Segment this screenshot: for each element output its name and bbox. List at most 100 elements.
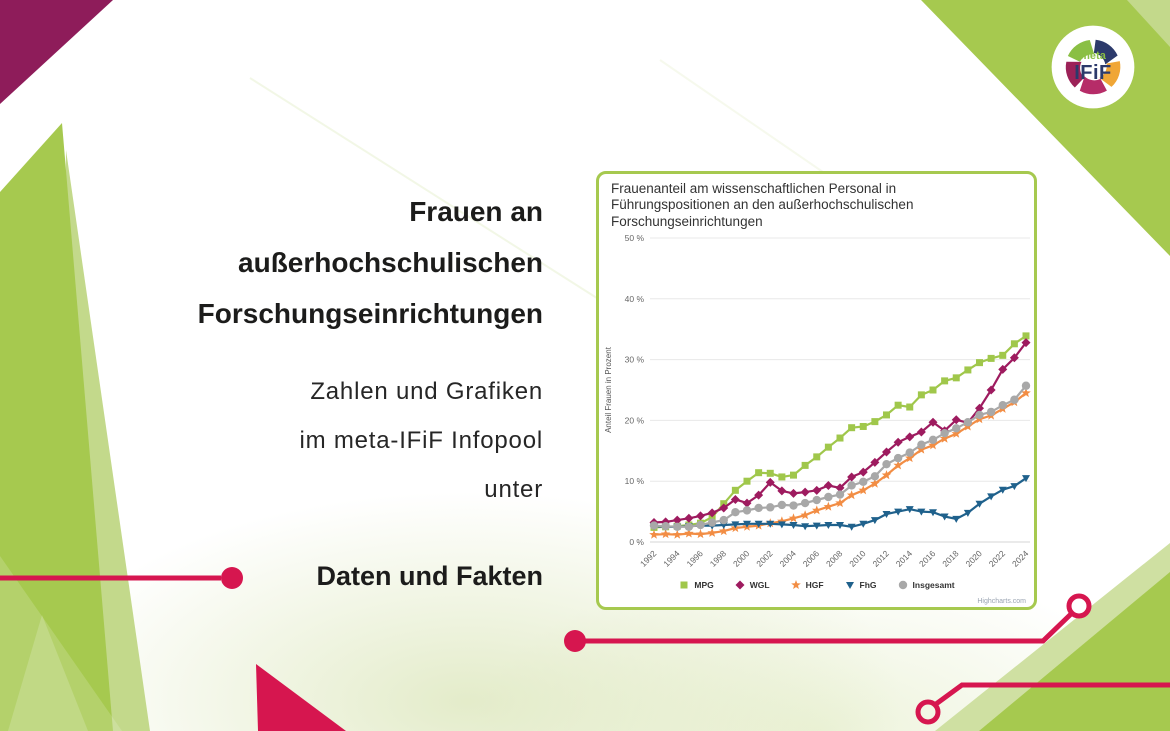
- series-MPG-marker: [976, 359, 983, 367]
- x-axis-tick-label: 1992: [638, 548, 659, 569]
- x-axis-tick-label: 2002: [754, 548, 775, 569]
- series-Insgesamt-marker: [719, 515, 728, 525]
- series-Insgesamt-marker: [800, 498, 810, 508]
- series-FhG-marker: [801, 523, 810, 531]
- series-Insgesamt-marker: [661, 521, 670, 531]
- legend-symbol-diamond-icon: [735, 580, 745, 590]
- logo-petal: [1065, 61, 1085, 88]
- legend-FhG-marker: [845, 582, 854, 589]
- y-axis-tick-label: 50 %: [625, 233, 645, 243]
- chart-title: Frauenanteil am wissenschaftlichen Perso…: [611, 181, 914, 229]
- highcharts-credit[interactable]: Highcharts.com: [977, 598, 1026, 605]
- legend-symbol-star-icon: [790, 580, 801, 589]
- series-FhG-marker: [894, 508, 903, 516]
- series-HGF-marker: [905, 453, 915, 463]
- series-WGL-marker: [1009, 353, 1019, 363]
- watermark-line: [249, 77, 601, 301]
- headline-block: Frauen an außerhochschulischen Forschung…: [198, 186, 543, 594]
- series-HGF-marker: [881, 470, 892, 480]
- series-HGF-marker: [777, 516, 787, 526]
- series-HGF-marker: [672, 529, 682, 539]
- series-Insgesamt-marker: [847, 481, 856, 490]
- series-WGL-marker: [661, 517, 671, 527]
- x-axis-tick-label: 2000: [731, 548, 752, 569]
- x-axis-tick-label: 2008: [824, 548, 845, 569]
- series-MPG-marker: [987, 354, 995, 362]
- meta-ifif-logo: meta IFiF: [1049, 23, 1137, 111]
- legend-label: MPG: [694, 580, 714, 590]
- series-FhG-marker: [998, 486, 1007, 494]
- legend-item-HGF[interactable]: HGF: [790, 579, 824, 591]
- logo-meta-text: meta: [1080, 50, 1106, 62]
- legend-item-Insgesamt[interactable]: Insgesamt: [897, 579, 955, 591]
- circuit-line-middle: [575, 612, 1073, 644]
- series-FhG-marker: [824, 521, 833, 529]
- logo-disc: [1051, 25, 1135, 109]
- series-WGL-marker: [742, 498, 752, 508]
- circuit-node-filled: [564, 630, 586, 652]
- slide-subtitle-line: unter: [484, 476, 543, 503]
- logo-petal: [1079, 76, 1107, 95]
- series-WGL-marker: [754, 490, 764, 500]
- corner-triangle-top-left: [0, 0, 113, 104]
- slide-title: Frauen an außerhochschulischen Forschung…: [198, 186, 543, 339]
- series-WGL-marker: [730, 494, 740, 504]
- x-axis-tick-label: 2024: [1010, 548, 1031, 569]
- x-axis-tick-label: 2016: [917, 548, 938, 569]
- series-MPG-marker: [859, 422, 867, 430]
- series-WGL-marker: [719, 503, 729, 513]
- chart-card: Frauenanteil am wissenschaftlichen Perso…: [596, 171, 1037, 610]
- logo-petal: [1099, 61, 1121, 87]
- x-axis-tick-label: 1996: [684, 548, 705, 569]
- series-Insgesamt-marker: [731, 508, 740, 517]
- series-HGF-marker: [846, 490, 857, 500]
- series-WGL-marker: [789, 488, 798, 498]
- legend-item-WGL[interactable]: WGL: [734, 579, 770, 591]
- series-HGF-marker: [695, 529, 706, 539]
- series-MPG-marker: [952, 374, 960, 382]
- series-MPG-marker: [894, 401, 902, 409]
- series-WGL-marker: [696, 511, 705, 521]
- series-MPG-marker: [743, 477, 751, 485]
- series-HGF-marker: [719, 526, 729, 536]
- series-HGF-marker: [928, 440, 938, 450]
- series-HGF-marker: [939, 433, 950, 443]
- series-Insgesamt-marker: [707, 518, 717, 527]
- series-WGL-marker: [916, 427, 926, 437]
- series-HGF-marker: [649, 529, 659, 539]
- series-FhG-marker: [743, 520, 751, 528]
- series-MPG-marker: [824, 443, 832, 451]
- series-Insgesamt-marker: [870, 472, 880, 481]
- series-WGL-marker: [870, 457, 880, 467]
- series-WGL-marker: [672, 515, 682, 525]
- series-FhG-marker: [1010, 483, 1019, 491]
- series-MPG-marker: [964, 366, 972, 374]
- series-FhG-marker: [731, 521, 740, 529]
- series-Insgesamt-marker: [835, 490, 845, 499]
- logo-ifif-text: IFiF: [1074, 62, 1112, 84]
- series-Insgesamt-marker: [986, 407, 996, 417]
- series-MPG-marker: [766, 469, 774, 477]
- circuit-node-open: [1066, 593, 1092, 619]
- series-FhG-marker: [952, 515, 961, 523]
- series-MPG-marker: [778, 473, 786, 481]
- series-MPG-marker: [999, 351, 1007, 359]
- series-HGF-marker: [1021, 388, 1031, 398]
- legend-item-MPG[interactable]: MPG: [678, 579, 714, 591]
- series-Insgesamt-marker: [975, 410, 984, 420]
- series-FhG-marker: [929, 509, 937, 517]
- x-axis-tick-label: 2022: [987, 548, 1008, 569]
- x-axis-tick-label: 1994: [661, 548, 682, 569]
- series-FhG-marker: [847, 523, 856, 531]
- series-FhG-marker: [940, 513, 949, 521]
- legend-label: Insgesamt: [912, 580, 955, 590]
- series-MPG-marker: [906, 403, 914, 411]
- series-FhG-marker: [963, 509, 972, 517]
- series-WGL-marker: [812, 485, 822, 495]
- series-Insgesamt-marker: [882, 459, 891, 469]
- slide-subtitle: Zahlen und Grafiken im meta-IFiF Infopoo…: [198, 367, 543, 514]
- series-HGF-marker: [893, 460, 903, 470]
- legend-item-FhG[interactable]: FhG: [844, 579, 877, 591]
- y-axis-tick-label: 0 %: [629, 537, 644, 547]
- circuit-node-open: [915, 699, 941, 725]
